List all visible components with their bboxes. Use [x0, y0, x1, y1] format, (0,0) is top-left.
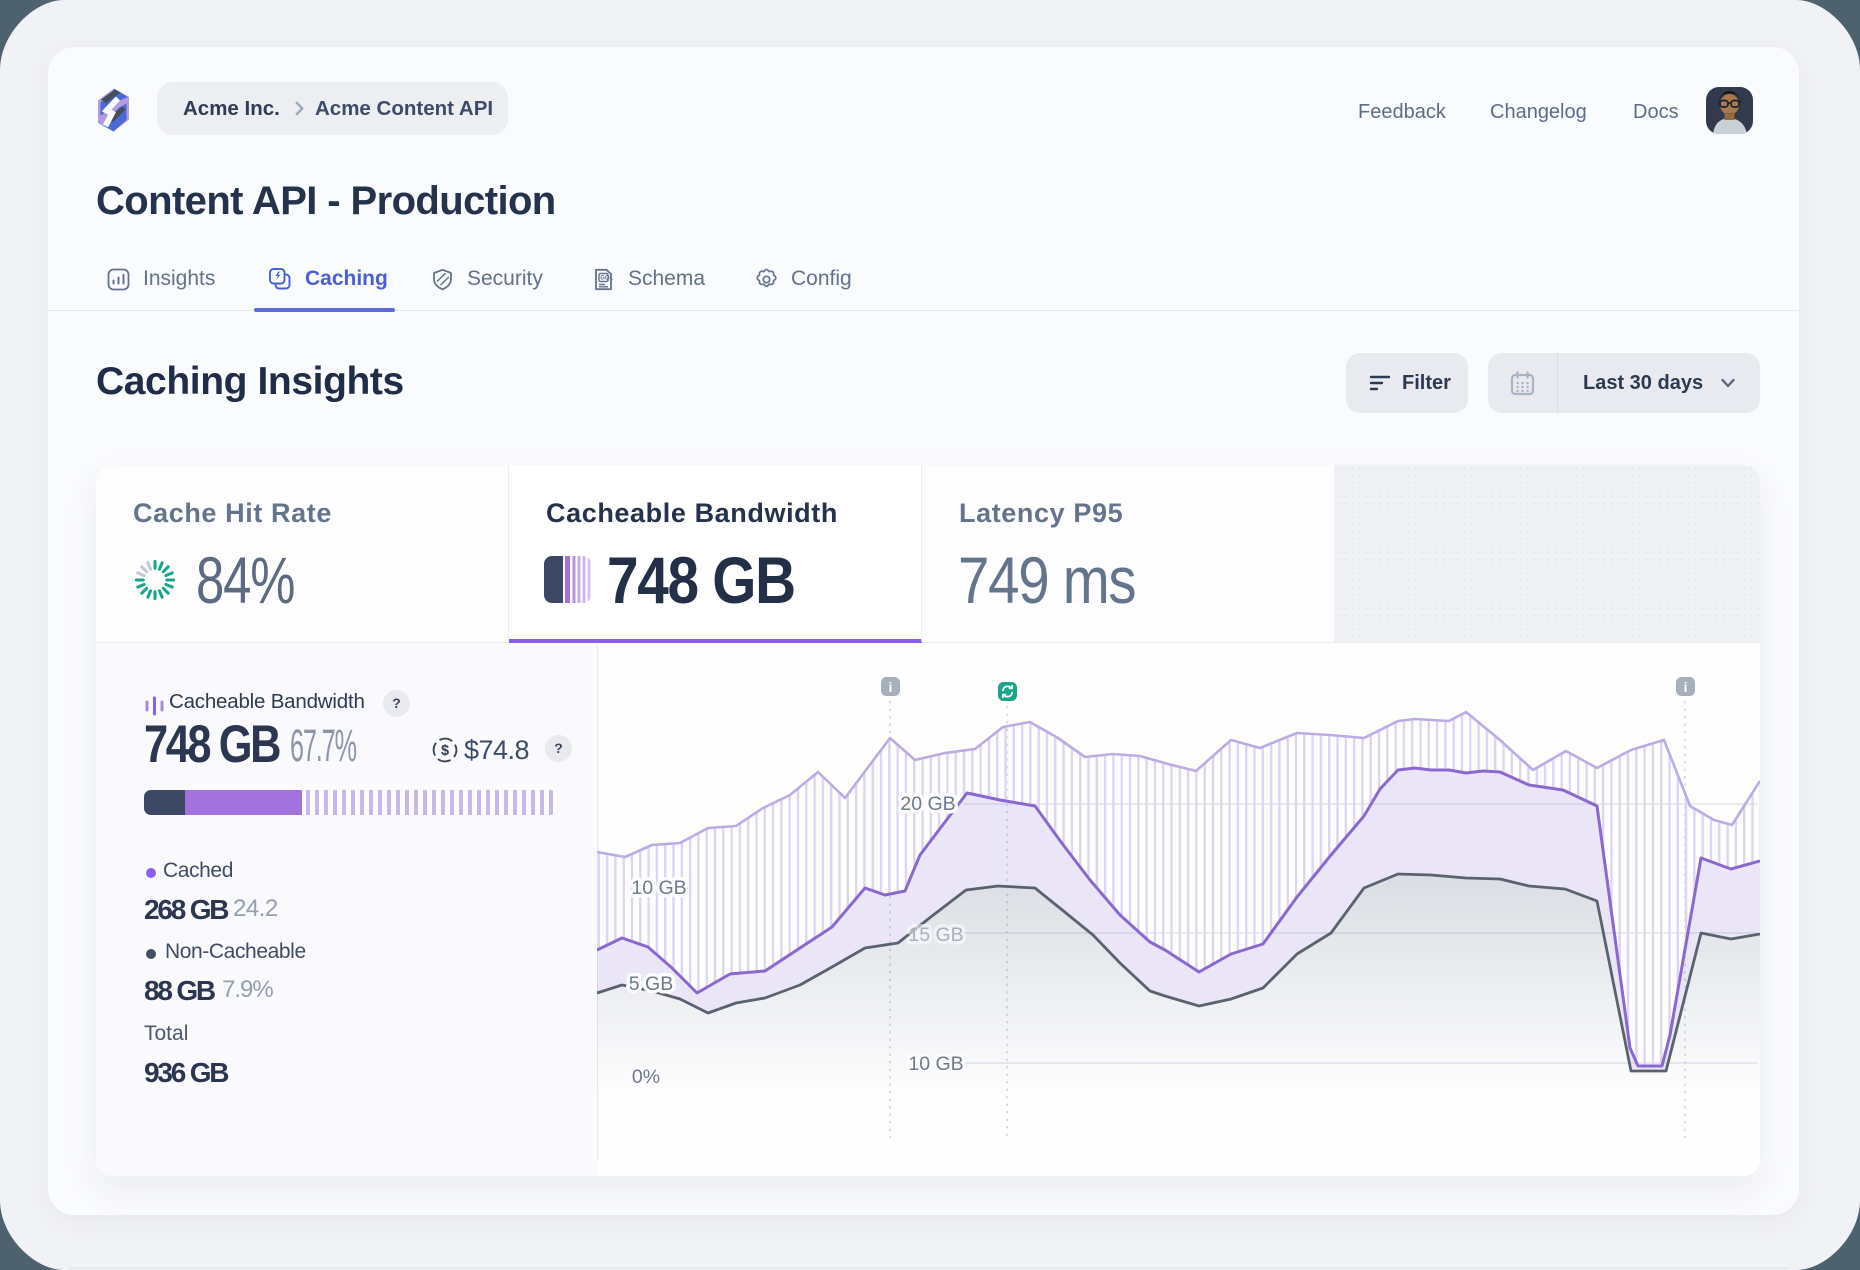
svg-text:15 GB: 15 GB [908, 924, 963, 946]
svg-text:$: $ [441, 743, 449, 759]
svg-text:GQL: GQL [600, 275, 613, 281]
svg-text:i: i [1684, 680, 1688, 695]
svg-text:10 GB: 10 GB [631, 877, 686, 899]
svg-text:5 GB: 5 GB [629, 973, 673, 995]
svg-text:i: i [889, 680, 893, 695]
svg-text:0%: 0% [632, 1066, 660, 1088]
svg-text:20 GB: 20 GB [900, 793, 955, 815]
svg-text:10 GB: 10 GB [908, 1053, 963, 1075]
